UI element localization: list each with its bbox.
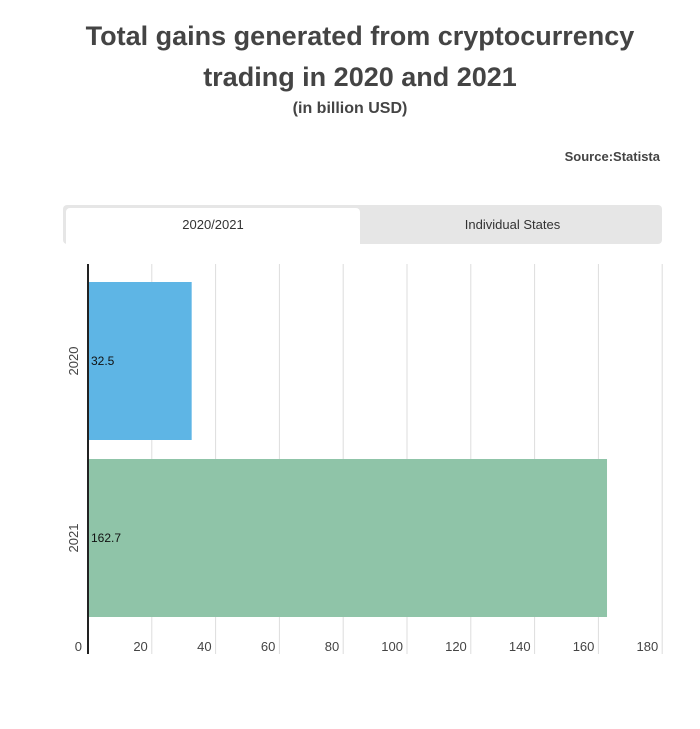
x-tick-label-0: 0 — [75, 639, 82, 654]
tab-individual-states[interactable]: Individual States — [464, 217, 561, 232]
x-tick-label-20: 20 — [133, 639, 147, 654]
x-tick-label-180: 180 — [636, 639, 658, 654]
x-tick-label-80: 80 — [325, 639, 339, 654]
x-tick-label-40: 40 — [197, 639, 211, 654]
data-label-2021: 162.7 — [91, 531, 121, 545]
tab-2020-2021[interactable]: 2020/2021 — [66, 208, 360, 244]
chart-title-line-1: Total gains generated from cryptocurrenc… — [85, 21, 635, 51]
x-tick-label-140: 140 — [509, 639, 531, 654]
bar-2021 — [88, 459, 608, 617]
category-label-2021: 2021 — [66, 524, 81, 553]
x-tick-label-60: 60 — [261, 639, 275, 654]
x-tick-label-100: 100 — [381, 639, 403, 654]
tab-bar: 2020/2021 Individual States — [63, 205, 662, 244]
x-tick-label-160: 160 — [573, 639, 595, 654]
bar-2020 — [88, 282, 192, 440]
source-label: Source:Statista — [564, 149, 660, 164]
data-label-2020: 32.5 — [91, 354, 115, 368]
chart-subtitle: (in billion USD) — [292, 100, 408, 117]
chart-title: Total gains generated from cryptocurrenc… — [0, 16, 700, 98]
chart-title-line-2: trading in 2020 and 2021 — [203, 62, 517, 92]
category-label-2020: 2020 — [66, 347, 81, 376]
x-tick-label-120: 120 — [445, 639, 467, 654]
